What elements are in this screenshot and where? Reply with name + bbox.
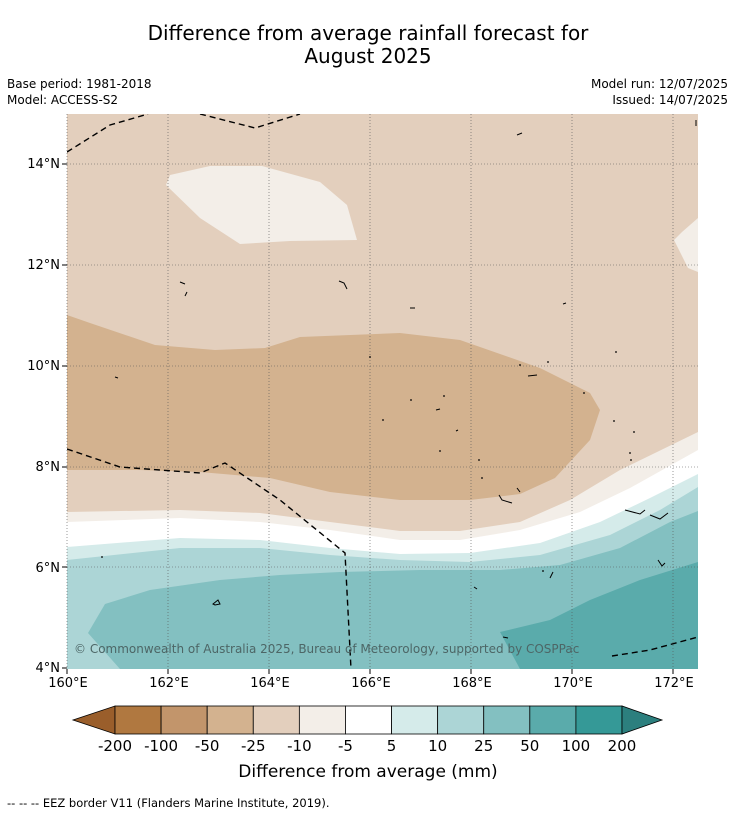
band-minus-10-top	[166, 166, 357, 244]
colorbar-swatch	[298, 705, 346, 735]
band-minus-50	[67, 315, 600, 500]
meta-left: Base period: 1981-2018 Model: ACCESS-S2	[7, 76, 152, 108]
colorbar-swatch	[483, 705, 531, 735]
lon-label: 168°E	[452, 676, 492, 691]
colorbar-swatch	[575, 705, 623, 735]
lon-label: 166°E	[351, 676, 391, 691]
axis-ticks	[62, 163, 674, 674]
colorbar	[71, 705, 664, 735]
colorbar-tick-label: -5	[338, 737, 353, 755]
lat-label: 14°N	[27, 157, 60, 172]
rainfall-field	[67, 114, 698, 669]
colorbar-arrow-low	[71, 705, 116, 735]
lon-label: 164°E	[250, 676, 290, 691]
graticule	[66, 114, 698, 669]
colorbar-tick-label: -50	[195, 737, 220, 755]
small-islets	[101, 351, 635, 572]
issued-date: Issued: 14/07/2025	[612, 93, 728, 107]
lon-label: 162°E	[149, 676, 189, 691]
lat-label: 12°N	[27, 258, 60, 273]
colorbar-arrow-high	[621, 705, 664, 735]
chart-title: Difference from average rainfall forecas…	[0, 22, 736, 68]
lat-label: 6°N	[36, 561, 61, 576]
colorbar-tick-label: -200	[98, 737, 132, 755]
colorbar-tick-label: -100	[144, 737, 178, 755]
colorbar-swatch	[160, 705, 208, 735]
colorbar-tick-label: 50	[520, 737, 539, 755]
lat-label: 8°N	[36, 460, 61, 475]
base-period: Base period: 1981-2018	[7, 77, 152, 91]
lon-label: 172°E	[654, 676, 694, 691]
colorbar-labels: -200 -100 -50 -25 -10 -5 5 10 25 50 100 200	[98, 737, 636, 755]
band-50-100	[500, 562, 698, 669]
eez-border	[67, 114, 698, 669]
copyright-notice: © Commonwealth of Australia 2025, Bureau…	[74, 642, 579, 656]
colorbar-tick-label: 200	[608, 737, 637, 755]
eez-legend-note: -- -- -- EEZ border V11 (Flanders Marine…	[7, 796, 330, 810]
meta-right: Model run: 12/07/2025 Issued: 14/07/2025	[591, 76, 728, 108]
land-outlines	[114, 120, 697, 639]
model-run: Model run: 12/07/2025	[590, 77, 728, 91]
lat-label: 10°N	[27, 359, 60, 374]
colorbar-swatch	[437, 705, 485, 735]
colorbar-swatch	[252, 705, 300, 735]
lat-labels: 14°N 12°N 10°N 8°N 6°N 4°N	[27, 157, 60, 676]
lon-label: 160°E	[48, 676, 88, 691]
colorbar-tick-label: 100	[562, 737, 591, 755]
colorbar-tick-label: -25	[241, 737, 266, 755]
colorbar-tick-label: -10	[287, 737, 312, 755]
model-name: Model: ACCESS-S2	[7, 93, 119, 107]
lon-label: 170°E	[553, 676, 593, 691]
lat-label: 4°N	[36, 661, 61, 676]
colorbar-swatch	[114, 705, 162, 735]
title-line-1: Difference from average rainfall forecas…	[147, 21, 589, 45]
colorbar-swatch	[206, 705, 254, 735]
colorbar-swatch	[345, 705, 392, 735]
colorbar-swatch	[529, 705, 577, 735]
band-minus-10-right	[674, 218, 698, 272]
colorbar-tick-label: 5	[387, 737, 397, 755]
lon-labels: 160°E 162°E 164°E 166°E 168°E 170°E 172°…	[48, 676, 694, 691]
title-line-2: August 2025	[304, 44, 432, 68]
colorbar-title: Difference from average (mm)	[238, 762, 498, 782]
colorbar-tick-label: 25	[474, 737, 493, 755]
colorbar-swatch	[391, 705, 439, 735]
colorbar-tick-label: 10	[428, 737, 447, 755]
